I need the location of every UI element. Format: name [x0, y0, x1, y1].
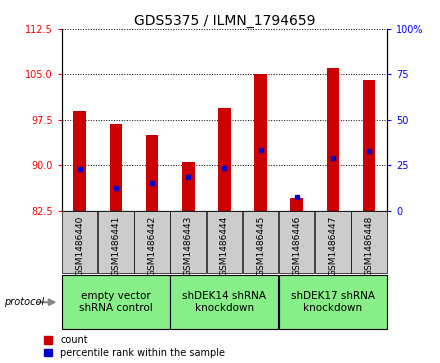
FancyBboxPatch shape [279, 211, 315, 273]
Bar [218, 108, 231, 211]
FancyBboxPatch shape [134, 211, 170, 273]
Text: shDEK17 shRNA
knockdown: shDEK17 shRNA knockdown [291, 291, 375, 313]
Text: GSM1486442: GSM1486442 [147, 216, 157, 276]
Title: GDS5375 / ILMN_1794659: GDS5375 / ILMN_1794659 [134, 14, 315, 28]
FancyBboxPatch shape [207, 211, 242, 273]
FancyBboxPatch shape [98, 211, 134, 273]
Text: shDEK14 shRNA
knockdown: shDEK14 shRNA knockdown [183, 291, 266, 313]
Text: protocol: protocol [4, 297, 44, 307]
Bar [110, 124, 122, 211]
Text: GSM1486447: GSM1486447 [328, 216, 337, 276]
Text: empty vector
shRNA control: empty vector shRNA control [79, 291, 153, 313]
FancyBboxPatch shape [62, 275, 170, 329]
Text: GSM1486443: GSM1486443 [184, 216, 193, 276]
Text: GSM1486446: GSM1486446 [292, 216, 301, 276]
Text: GSM1486440: GSM1486440 [75, 216, 84, 276]
Bar [254, 74, 267, 211]
FancyBboxPatch shape [352, 211, 387, 273]
FancyBboxPatch shape [315, 211, 351, 273]
Text: GSM1486448: GSM1486448 [365, 216, 374, 276]
FancyBboxPatch shape [243, 211, 279, 273]
Text: GSM1486441: GSM1486441 [111, 216, 121, 276]
FancyBboxPatch shape [170, 211, 206, 273]
FancyBboxPatch shape [170, 275, 279, 329]
Text: GSM1486445: GSM1486445 [256, 216, 265, 276]
Text: GSM1486444: GSM1486444 [220, 216, 229, 276]
Bar [290, 199, 303, 211]
Legend: count, percentile rank within the sample: count, percentile rank within the sample [44, 335, 225, 358]
FancyBboxPatch shape [62, 211, 97, 273]
Bar [146, 135, 158, 211]
Bar [73, 111, 86, 211]
Bar [363, 81, 375, 211]
Bar [182, 162, 194, 211]
FancyBboxPatch shape [279, 275, 387, 329]
Bar [326, 68, 339, 211]
